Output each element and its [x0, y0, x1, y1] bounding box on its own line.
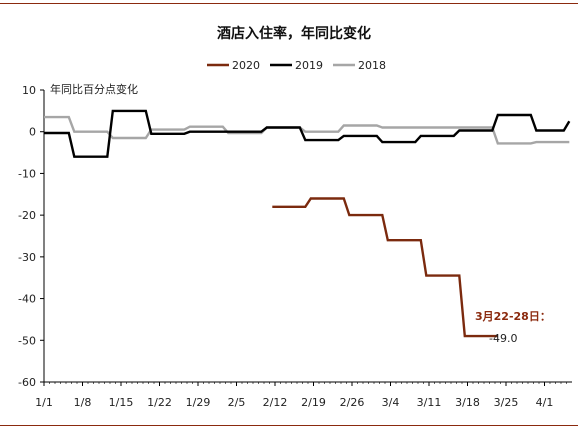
y-tick-label: 0 [29, 126, 36, 139]
top-rule [0, 3, 578, 4]
x-tick-label: 3/11 [417, 396, 442, 409]
x-tick-label: 1/1 [35, 396, 53, 409]
x-tick-label: 3/18 [455, 396, 480, 409]
x-tick-label: 1/29 [186, 396, 211, 409]
bottom-rule [0, 425, 578, 426]
series-line-2019 [44, 109, 571, 158]
series-lines [44, 109, 571, 338]
x-tick-label: 3/25 [494, 396, 519, 409]
x-tick-label: 2/5 [228, 396, 246, 409]
legend-label-2020: 2020 [232, 59, 260, 72]
series-line-2020 [272, 197, 498, 338]
chart-legend: 2020 2019 2018 [207, 59, 386, 72]
y-tick-label: -30 [18, 251, 36, 264]
x-tick-label: 2/12 [263, 396, 288, 409]
y-axis: 10 0 -10 -20 -30 -40 -50 -60 [18, 84, 45, 389]
y-tick-label: 10 [22, 84, 36, 97]
y-tick-label: -60 [18, 376, 36, 389]
y-tick-label: -40 [18, 293, 36, 306]
legend-label-2019: 2019 [295, 59, 323, 72]
y-axis-unit-label: 年同比百分点变化 [50, 82, 138, 96]
y-tick-label: -20 [18, 209, 36, 222]
annotation: 3月22-28日： -49.0 [475, 310, 551, 345]
x-tick-label: 2/19 [301, 396, 326, 409]
chart-title: 酒店入住率，年同比变化 [217, 25, 371, 42]
x-tick-label: 1/15 [109, 396, 134, 409]
y-tick-label: -50 [18, 334, 36, 347]
x-axis: 1/1 1/8 1/15 1/22 1/29 2/5 2/12 2/19 2/26 3/4 3/11… [35, 381, 572, 409]
x-tick-label: 1/8 [74, 396, 92, 409]
annotation-label: 3月22-28日： [475, 310, 551, 323]
x-tick-label: 3/4 [382, 396, 400, 409]
x-tick-label: 2/26 [340, 396, 365, 409]
legend-label-2018: 2018 [358, 59, 386, 72]
annotation-value: -49.0 [489, 332, 517, 345]
x-tick-label: 4/1 [536, 396, 554, 409]
x-tick-label: 1/22 [147, 396, 172, 409]
y-tick-label: -10 [18, 167, 36, 180]
